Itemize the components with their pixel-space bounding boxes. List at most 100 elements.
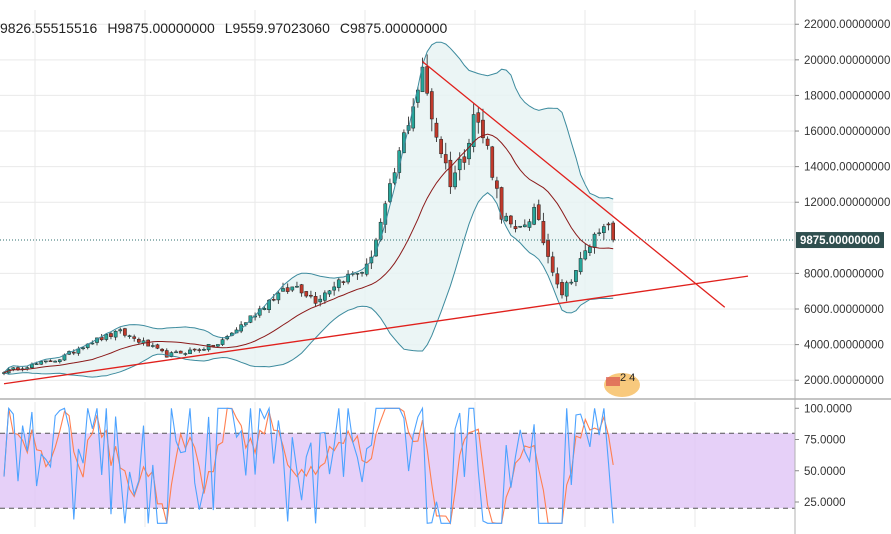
candle-body [499,187,504,220]
candle-body [588,246,592,253]
price-tick-label: 12000.00000000 [804,197,890,209]
candle-body [574,270,578,282]
candle-body [481,119,485,139]
candle-body [611,222,615,241]
candle-body [71,351,76,354]
candle-body [425,66,429,94]
candle-body [104,334,109,340]
candle-body [183,353,188,355]
candle-body [471,114,476,147]
candle-body [290,286,295,291]
ohlc-open: 9826.55515516 [0,20,98,36]
bollinger-lower-line [3,192,614,378]
ohlc-low: L9559.97023060 [224,20,330,36]
flag-icon [606,377,620,386]
sma-line [3,133,614,374]
price-tick-label: 14000.00000000 [804,162,890,174]
candle-body [332,286,336,291]
candle-body [364,263,369,275]
candle-body [81,347,85,350]
candle-body [271,299,276,301]
candle-body [276,292,281,301]
candle-body [220,339,225,345]
candle-body [318,298,323,303]
candle-body [48,360,53,362]
candle-body [564,282,569,297]
rsi-tick-label: 50.0000 [804,466,846,478]
candle-body [313,296,318,304]
candle-body [578,258,583,273]
candles [2,54,615,376]
candle-body [467,142,471,160]
overlays [0,41,795,385]
ohlc-high: H9875.00000000 [107,20,215,36]
last-price-tag: 9875.00000000 [796,232,884,249]
candle-body [202,349,206,351]
candle-body [57,359,62,362]
ohlc-close: C9875.00000000 [339,20,448,36]
candle-body [495,180,499,189]
candle-body [192,348,197,351]
candle-body [606,223,611,226]
candle-body [602,226,606,234]
candle-body [448,159,453,188]
bollinger-fill [4,42,614,378]
candle-body [174,351,178,354]
candle-body [34,363,39,365]
price-tick-label: 20000.00000000 [804,55,890,67]
candle-body [281,288,285,292]
candle-body [583,250,588,260]
bollinger-upper-line [3,41,614,373]
candle-body [560,282,564,296]
candle-body [462,156,467,163]
candle-body [44,360,48,363]
candle-body [541,221,546,244]
price-tick-label: 16000.00000000 [804,126,890,138]
candle-body [206,344,211,351]
candle-body [127,335,132,337]
candle-body [360,272,364,274]
candle-body [132,336,137,339]
candle-body [11,367,16,370]
price-tag-label: 9875.00000000 [800,235,880,247]
candle-body [513,226,518,230]
candle-body [555,273,560,285]
candle-body [90,342,95,345]
candle-body [434,122,439,138]
candle-body [522,224,527,228]
rsi-band [0,433,795,509]
candle-body [309,294,313,297]
candle-body [388,183,392,202]
candle-body [490,146,495,178]
candle-body [304,291,309,297]
candle-body [295,285,299,288]
candle-body [504,215,509,222]
rsi-k-line [3,406,614,524]
candle-body [39,361,44,365]
trendline-resistance [422,61,726,308]
candle-body [597,232,602,235]
candle-body [527,221,532,228]
rsi-tick-label: 75.0000 [804,435,846,447]
candle-body [155,344,160,349]
candle-body [123,328,127,336]
candle-body [476,112,481,123]
candle-body [532,207,536,225]
rsi-pane [0,398,891,525]
candle-body [150,345,155,347]
candle-body [453,172,457,188]
candle-body [536,204,541,220]
candle-body [439,139,443,155]
candle-body [429,91,434,120]
candle-body [323,292,327,301]
bollinger-band-area [4,42,614,378]
candle-body [164,350,169,358]
price-tick-label: 4000.00000000 [804,340,884,352]
candle-body [137,338,141,343]
candle-body [188,349,192,355]
price-tick-label: 22000.00000000 [804,19,890,31]
candle-body [197,349,202,351]
candle-body [327,290,332,295]
candle-body [443,154,448,164]
